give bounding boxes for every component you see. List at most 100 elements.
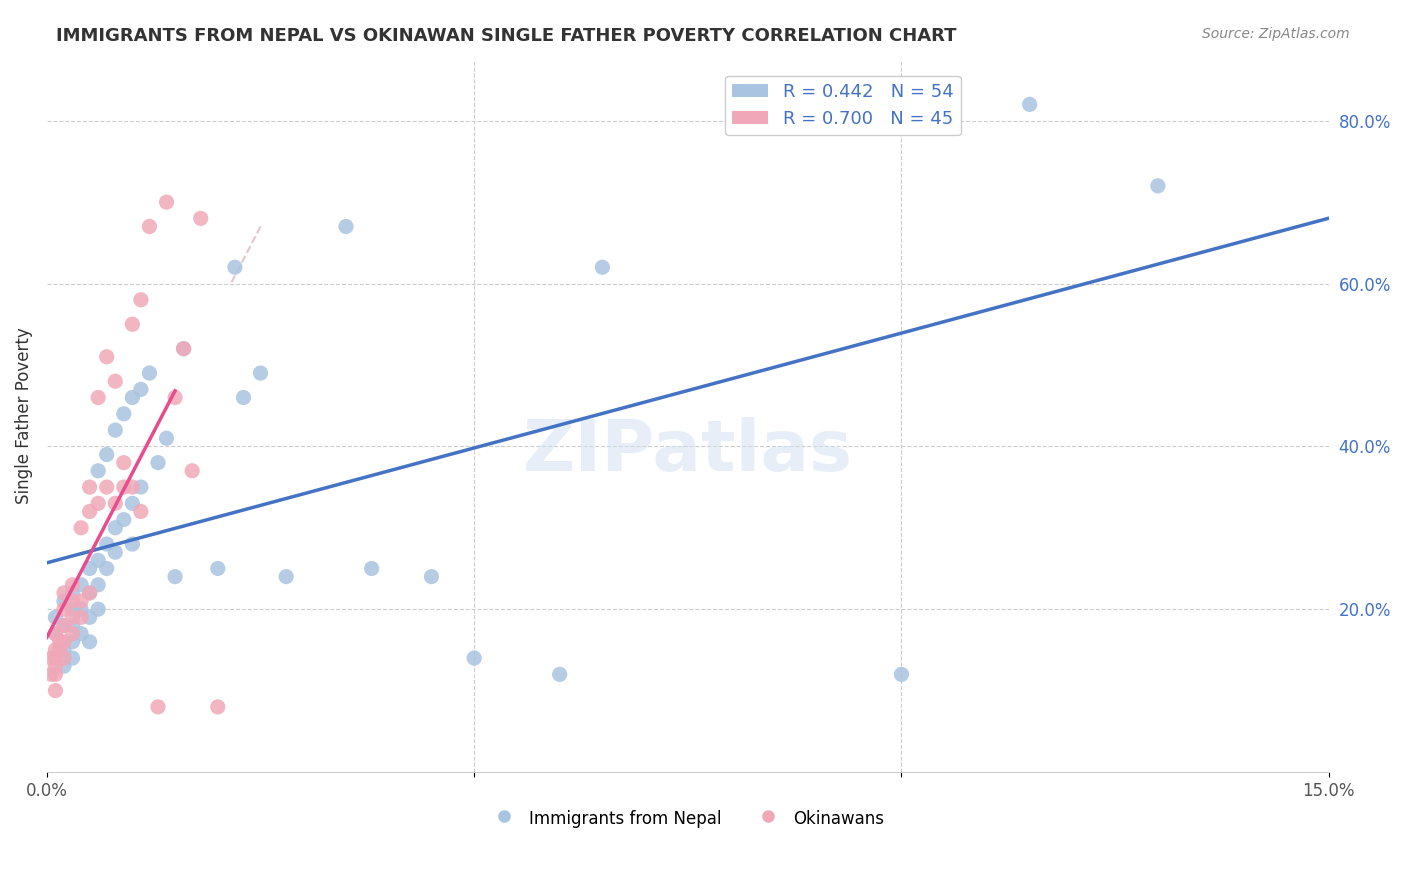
Point — [112, 513, 135, 527]
Point — [1147, 178, 1170, 193]
Point — [121, 496, 143, 510]
Point — [53, 634, 76, 648]
Point — [591, 260, 613, 275]
Point — [420, 569, 443, 583]
Point — [165, 391, 187, 405]
Point — [70, 578, 93, 592]
Point — [190, 211, 212, 226]
Point — [62, 586, 84, 600]
Point — [121, 391, 143, 405]
Point — [165, 569, 187, 583]
Point — [112, 407, 135, 421]
Point — [173, 342, 195, 356]
Point — [207, 700, 229, 714]
Y-axis label: Single Father Poverty: Single Father Poverty — [15, 327, 32, 504]
Point — [53, 643, 76, 657]
Point — [62, 651, 84, 665]
Point — [129, 383, 152, 397]
Point — [155, 431, 177, 445]
Text: Source: ZipAtlas.com: Source: ZipAtlas.com — [1202, 27, 1350, 41]
Point — [48, 643, 70, 657]
Point — [87, 496, 110, 510]
Point — [146, 456, 169, 470]
Point — [79, 586, 101, 600]
Point — [79, 561, 101, 575]
Point — [79, 610, 101, 624]
Point — [129, 293, 152, 307]
Point — [44, 643, 66, 657]
Point — [62, 610, 84, 624]
Point — [53, 618, 76, 632]
Point — [146, 700, 169, 714]
Point — [112, 480, 135, 494]
Point — [62, 602, 84, 616]
Point — [62, 618, 84, 632]
Point — [548, 667, 571, 681]
Point — [360, 561, 382, 575]
Point — [104, 423, 127, 437]
Point — [53, 594, 76, 608]
Point — [181, 464, 204, 478]
Point — [79, 480, 101, 494]
Point — [121, 317, 143, 331]
Point — [53, 602, 76, 616]
Point — [70, 521, 93, 535]
Point — [890, 667, 912, 681]
Point — [70, 594, 93, 608]
Point — [53, 618, 76, 632]
Point — [44, 610, 66, 624]
Point — [121, 537, 143, 551]
Point — [44, 651, 66, 665]
Point — [87, 578, 110, 592]
Point — [224, 260, 246, 275]
Text: ZIPatlas: ZIPatlas — [523, 417, 853, 486]
Point — [53, 586, 76, 600]
Point — [87, 391, 110, 405]
Point — [104, 545, 127, 559]
Point — [155, 195, 177, 210]
Point — [173, 342, 195, 356]
Point — [138, 366, 160, 380]
Point — [96, 561, 118, 575]
Point — [232, 391, 254, 405]
Point — [39, 667, 62, 681]
Point — [70, 602, 93, 616]
Point — [44, 626, 66, 640]
Point — [48, 634, 70, 648]
Point — [87, 602, 110, 616]
Point — [207, 561, 229, 575]
Point — [104, 521, 127, 535]
Point — [276, 569, 298, 583]
Point — [129, 504, 152, 518]
Point — [79, 586, 101, 600]
Point — [87, 464, 110, 478]
Point — [121, 480, 143, 494]
Point — [129, 480, 152, 494]
Point — [104, 496, 127, 510]
Point — [96, 448, 118, 462]
Point — [53, 651, 76, 665]
Legend: Immigrants from Nepal, Okinawans: Immigrants from Nepal, Okinawans — [485, 801, 891, 835]
Point — [463, 651, 485, 665]
Point — [44, 659, 66, 673]
Point — [53, 659, 76, 673]
Point — [335, 219, 357, 234]
Point — [62, 578, 84, 592]
Point — [44, 683, 66, 698]
Text: IMMIGRANTS FROM NEPAL VS OKINAWAN SINGLE FATHER POVERTY CORRELATION CHART: IMMIGRANTS FROM NEPAL VS OKINAWAN SINGLE… — [56, 27, 956, 45]
Point — [96, 350, 118, 364]
Point — [39, 651, 62, 665]
Point — [44, 667, 66, 681]
Point — [70, 626, 93, 640]
Point — [87, 553, 110, 567]
Point — [62, 634, 84, 648]
Point — [249, 366, 271, 380]
Point — [70, 610, 93, 624]
Point — [1018, 97, 1040, 112]
Point — [138, 219, 160, 234]
Point — [96, 480, 118, 494]
Point — [79, 634, 101, 648]
Point — [79, 504, 101, 518]
Point — [112, 456, 135, 470]
Point — [44, 626, 66, 640]
